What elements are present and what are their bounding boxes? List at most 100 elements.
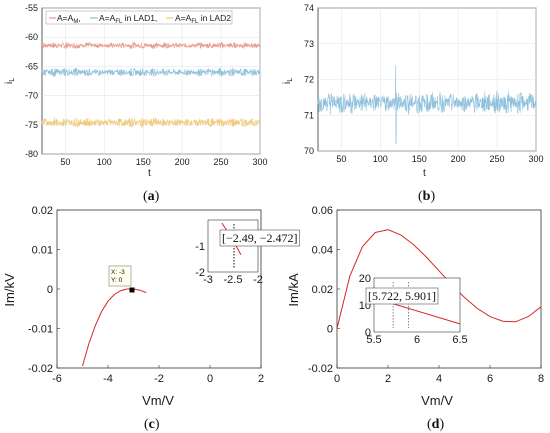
- panel-d-xlabel: Vm/V: [421, 393, 453, 408]
- series-line: [41, 41, 261, 50]
- tick-label-y: -55: [25, 3, 38, 13]
- inset-tick-label-y: -1: [195, 241, 205, 253]
- tick-label-x: -6: [52, 373, 62, 385]
- tick-label-x: 0: [334, 373, 340, 385]
- legend-box: [45, 10, 233, 25]
- inset-tick-label-x: 5.5: [366, 334, 381, 346]
- datatip-y-label: Y: 0: [111, 277, 123, 284]
- tick-label-x: 150: [412, 154, 427, 164]
- tick-label-y: 72: [304, 75, 314, 85]
- panel-b-caption: (b): [418, 189, 435, 204]
- tick-label-y: 0: [327, 324, 333, 336]
- panel-c-inset: -3 -2.5 -2 -1 -2 [−2.49, −2.472]: [195, 219, 300, 286]
- panel-d-caption: (d): [427, 417, 444, 432]
- inset-tick-label-x: -2: [253, 274, 263, 286]
- tick-label-x: 300: [528, 154, 543, 164]
- inset-annotation: [5.722, 5.901]: [368, 289, 436, 303]
- tick-label-x: 4: [436, 373, 442, 385]
- series-curve: [82, 288, 147, 367]
- tick-label-y: 73: [304, 39, 314, 49]
- legend-label-2: A=AFL in LAD1,: [99, 13, 157, 25]
- tick-label-y: 74: [304, 3, 314, 13]
- inset-tick-label-x: 6: [414, 334, 420, 346]
- datatip[interactable]: X: -3 Y: 0: [108, 265, 135, 293]
- tick-label-x: 200: [451, 154, 466, 164]
- inset-tick-label-y: -2: [195, 267, 205, 279]
- series-line: [317, 65, 537, 145]
- inset-tick-label-y: 0: [365, 327, 371, 339]
- tick-label-y: 0.06: [312, 205, 333, 217]
- tick-label-x: -4: [103, 373, 113, 385]
- tick-label-x: 0: [207, 373, 213, 385]
- tick-label-x: 300: [252, 157, 267, 167]
- legend-label-3: A=AFL in LAD2: [175, 13, 231, 25]
- tick-label-x: 250: [490, 154, 505, 164]
- tick-label-y: -80: [25, 149, 38, 159]
- panel-b-grid: [318, 7, 537, 152]
- panel-a-plot-area: [41, 7, 261, 155]
- panel-b-xlabel: t: [423, 168, 426, 179]
- panel-d-ylabel: Im/kA: [286, 273, 301, 307]
- tick-label-y: 0.04: [312, 245, 333, 257]
- tick-label-y: -0.02: [28, 363, 53, 375]
- tick-label-y: 0.02: [32, 205, 53, 217]
- panel-c-caption: (c): [144, 417, 160, 432]
- series-line: [41, 117, 261, 128]
- panel-a-legend: A=AM, A=AFL in LAD1, A=AFL in LAD2: [45, 10, 233, 25]
- inset-tick-label-x: 6.5: [452, 334, 467, 346]
- tick-label-y: -70: [25, 91, 38, 101]
- panel-a: 50 100 150 200 250 300 -55 -60 -65 -70 -75 -80 A=AM…: [4, 3, 268, 204]
- panel-a-caption: (a): [143, 189, 160, 204]
- panel-b: 50 100 150 200 250 300 70 71 72 73 74 iL t (b): [282, 3, 544, 204]
- panel-a-ticks: 50 100 150 200 250 300 -55 -60 -65 -70 -75 -80: [25, 3, 268, 167]
- panel-d-series: [336, 229, 542, 329]
- panel-b-ticks: 50 100 150 200 250 300 70 71 72 73 74: [304, 3, 544, 164]
- inset-frame: [373, 277, 461, 333]
- tick-label-x: 50: [336, 154, 346, 164]
- panel-c: -6 -4 -2 0 2 0.02 0.01 0 -0.01 -0.02 X: -3 Y: 0 -…: [2, 205, 300, 432]
- tick-label-y: 70: [304, 146, 314, 156]
- tick-label-x: 200: [175, 157, 190, 167]
- panel-d-ticks: 0 2 4 6 80.060.040.020-0.02: [308, 205, 544, 385]
- tick-label-x: 2: [385, 373, 391, 385]
- panel-c-ylabel: Im/kV: [2, 273, 17, 307]
- tick-label-y: -0.02: [308, 363, 333, 375]
- tick-label-x: 8: [538, 373, 544, 385]
- tick-label-x: 100: [97, 157, 112, 167]
- panel-a-ylabel: iL: [4, 78, 16, 84]
- tick-label-y: -65: [25, 61, 38, 71]
- tick-label-x: 2: [258, 373, 264, 385]
- panel-c-ticks: -6 -4 -2 0 2 0.02 0.01 0 -0.01 -0.02: [28, 205, 264, 385]
- datatip-marker: [129, 287, 135, 293]
- tick-label-x: 100: [373, 154, 388, 164]
- inset-annotation: [−2.49, −2.472]: [222, 231, 298, 245]
- datatip-x-label: X: -3: [111, 269, 125, 276]
- panel-a-xlabel: t: [148, 168, 151, 179]
- tick-label-y: -60: [25, 32, 38, 42]
- tick-label-x: 6: [487, 373, 493, 385]
- tick-label-y: 0.01: [32, 245, 53, 257]
- tick-label-y: 71: [304, 110, 314, 120]
- inset-tick-label-y: 20: [359, 273, 371, 285]
- panel-b-series: [317, 65, 537, 145]
- inset-annotation-box: [219, 229, 300, 247]
- panel-c-xlabel: Vm/V: [142, 393, 174, 408]
- series-curve: [336, 229, 542, 329]
- tick-label-x: 50: [60, 157, 70, 167]
- inset-annotation-box: [365, 287, 439, 305]
- tick-label-x: 250: [214, 157, 229, 167]
- tick-label-y: 0: [47, 284, 53, 296]
- datatip-box: [108, 265, 132, 287]
- panel-c-series: [82, 288, 147, 367]
- inset-tick-label-x: -3: [203, 274, 213, 286]
- inset-tick-label-x: -2.5: [224, 274, 243, 286]
- panel-b-ylabel: iL: [282, 78, 294, 84]
- tick-label-y: 0.02: [312, 284, 333, 296]
- tick-label-x: 150: [136, 157, 151, 167]
- panel-d: 0 2 4 6 80.060.040.020-0.02 5.5 6 6.501020[5.7…: [286, 205, 544, 432]
- series-line: [41, 67, 261, 77]
- tick-label-y: -75: [25, 120, 38, 130]
- tick-label-y: -0.01: [28, 324, 53, 336]
